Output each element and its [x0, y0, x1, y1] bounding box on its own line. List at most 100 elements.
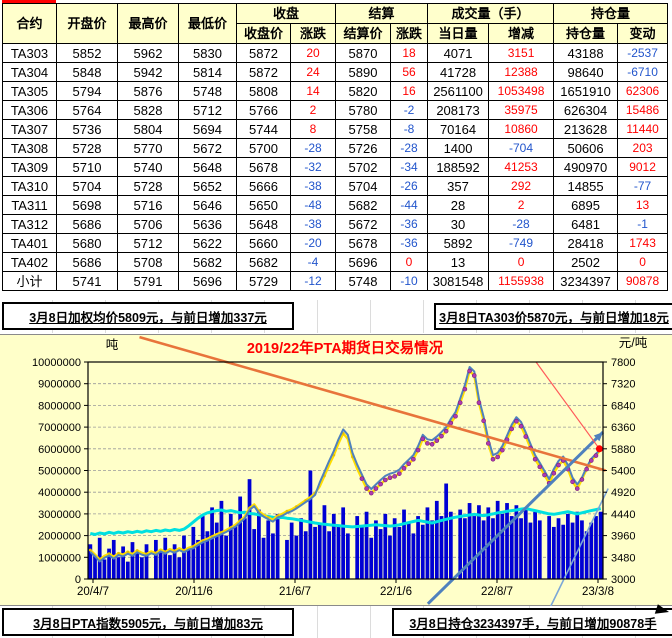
table-cell: -6710 [617, 62, 669, 82]
table-row: TA402 5686 5708 5682 5682 -4 5696 0 13 0 2502 0 [2, 252, 669, 272]
volume-bar [158, 550, 163, 579]
axis-label: 2000000 [38, 531, 81, 543]
header-group-row: 合约 开盘价 最高价 最低价 收盘 结算 成交量（手） 持仓量 [2, 3, 669, 44]
table-cell: 9012 [617, 157, 669, 177]
table-cell: 357 [427, 176, 490, 196]
table-cell: 5872 [236, 62, 291, 82]
table-cell: 5744 [236, 119, 291, 139]
index-dot-marker [570, 479, 575, 485]
table-cell: -28 [289, 138, 337, 158]
axis-label: 5400 [611, 466, 635, 478]
table-cell: 5962 [117, 43, 179, 63]
index-dot-marker [551, 470, 557, 476]
table-cell: 5712 [178, 100, 237, 120]
volume-bar [275, 513, 280, 579]
table-cell: 5646 [178, 195, 237, 215]
volume-bar [121, 546, 125, 579]
volume-bar [196, 539, 200, 579]
table-cell: 5830 [178, 43, 237, 63]
table-cell: 2561100 [427, 81, 490, 101]
volume-bar [285, 539, 289, 579]
volume-bar [537, 520, 542, 579]
table-cell: 292 [488, 176, 555, 196]
axis-label: 3480 [611, 552, 635, 564]
volume-bar [93, 555, 97, 579]
volume-bar [420, 524, 425, 579]
table-cell: 41728 [427, 62, 490, 82]
table-cell: 11440 [617, 119, 669, 139]
index-dot-marker [443, 428, 449, 434]
volume-bar [360, 526, 364, 579]
table-cell: 43188 [553, 43, 619, 63]
column-subheader: 变动 [617, 23, 669, 44]
index-dot-marker [387, 475, 393, 481]
table-cell: 5672 [178, 138, 237, 158]
right-axis-unit: 元/吨 [619, 336, 648, 350]
column-header: 成交量（手） [427, 3, 555, 24]
volume-bar [495, 500, 500, 579]
index-marker [88, 548, 92, 552]
contract-cell: TA310 [2, 176, 57, 196]
volume-bar [477, 505, 481, 579]
index-dot-marker [485, 441, 491, 446]
table-cell: 5686 [56, 214, 118, 234]
volume-bar [388, 535, 392, 579]
table-row: TA305 5794 5876 5748 5808 14 5820 16 2561100 1053… [2, 81, 669, 101]
table-cell: -36 [390, 233, 429, 253]
table-cell: -34 [390, 157, 429, 177]
volume-bar [598, 511, 603, 579]
volume-bar [135, 552, 140, 579]
index-marker [107, 552, 111, 556]
volume-bar [509, 516, 514, 579]
column-subheader: 结算价 [335, 23, 392, 44]
column-subheader: 当日量 [427, 23, 490, 44]
volume-bar [182, 535, 186, 579]
table-cell: -38 [289, 176, 337, 196]
table-cell: 213628 [553, 119, 619, 139]
table-cell: 5848 [56, 62, 118, 82]
index-dot-marker [359, 476, 365, 481]
index-dot-marker [382, 477, 388, 483]
table-cell: 0 [390, 252, 429, 272]
table-cell: -48 [289, 195, 337, 215]
table-cell: 4071 [427, 43, 490, 63]
pta-daily-trading-chart: 10000000 9000000 8000000 7000000 6000000 5000… [0, 334, 672, 606]
axis-label: 3960 [611, 531, 635, 543]
table-cell: 5728 [117, 176, 179, 196]
table-cell: 5700 [236, 138, 291, 158]
column-header: 最低价 [178, 3, 237, 44]
volume-bar [219, 500, 224, 579]
table-row: TA311 5698 5716 5646 5650 -48 5682 -44 28 2 6895 13 [2, 195, 669, 215]
volume-bar [472, 516, 477, 579]
column-header: 收盘 [235, 3, 337, 24]
volume-bar [242, 518, 247, 579]
table-cell: 5892 [427, 233, 490, 253]
table-cell: 14 [289, 81, 337, 101]
table-cell: 5710 [56, 157, 118, 177]
table-cell: 6895 [553, 195, 619, 215]
table-cell: 20 [289, 43, 337, 63]
volume-bar [491, 518, 495, 579]
table-cell: 0 [617, 252, 669, 272]
contract-cell: 小计 [2, 271, 57, 291]
volume-bar [575, 511, 580, 579]
volume-bar [107, 548, 111, 579]
table-cell: -77 [617, 176, 669, 196]
volume-bar [154, 539, 158, 579]
index-dot-marker [392, 474, 397, 479]
volume-bar [378, 529, 383, 579]
table-cell: 2502 [553, 252, 619, 272]
table-cell: 5791 [117, 271, 179, 291]
index-dot-marker [500, 447, 505, 453]
index-dot-marker [593, 453, 599, 458]
table-cell: 5872 [236, 43, 291, 63]
index-marker [135, 549, 139, 552]
volume-bar [271, 533, 275, 579]
index-dot-marker [495, 454, 500, 460]
index-dot-marker [364, 486, 369, 491]
table-cell: 1400 [427, 138, 490, 158]
table-cell: 5708 [117, 252, 179, 272]
column-header: 合约 [2, 3, 57, 44]
volume-bar [261, 537, 266, 579]
weighted-average-banner: 3月8日加权均价5809元，与前日增加337元 [2, 302, 294, 330]
